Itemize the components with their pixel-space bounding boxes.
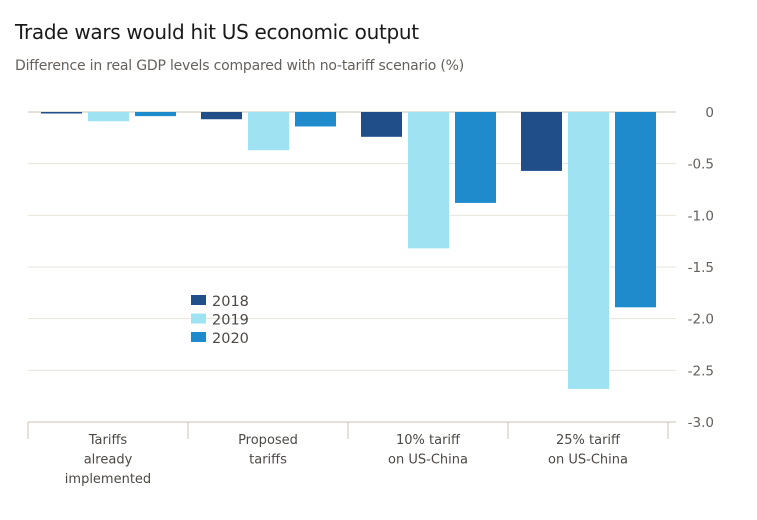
bar-2019 <box>88 112 129 122</box>
legend-swatch-2019 <box>191 313 206 324</box>
y-tick-label: -0.5 <box>688 157 714 173</box>
legend-label: 2020 <box>212 331 249 347</box>
legend: 2018 2019 2020 <box>191 294 249 347</box>
y-tick-label: -3.0 <box>688 415 714 431</box>
bar-2018 <box>201 112 242 120</box>
bar-2019 <box>568 112 609 389</box>
legend-label: 2018 <box>212 294 249 310</box>
x-category-label: 25% tariff on US-China <box>548 433 628 468</box>
x-category-label: Tariffs already implemented <box>65 433 151 487</box>
bars <box>41 112 656 389</box>
x-category-label: 10% tariff on US-China <box>388 433 468 468</box>
bar-2019 <box>248 112 289 151</box>
bar-2020 <box>615 112 656 308</box>
bar-2018 <box>521 112 562 171</box>
y-axis: 0 -0.5 -1.0 -1.5 -2.0 -2.5 -3.0 <box>688 105 714 431</box>
y-tick-label: -2.0 <box>688 312 714 328</box>
bar-2020 <box>135 112 176 117</box>
chart-title: Trade wars would hit US economic output <box>15 20 419 44</box>
bar-2019 <box>408 112 449 249</box>
y-tick-label: 0 <box>705 105 714 121</box>
x-axis: Tariffs already implemented Proposed tariffs… <box>27 422 669 487</box>
chart-subtitle: Difference in real GDP levels compared w… <box>15 58 465 74</box>
y-tick-label: -1.0 <box>688 208 714 224</box>
y-tick-label: -2.5 <box>688 363 714 379</box>
bar-2020 <box>455 112 496 203</box>
bar-2018 <box>41 112 82 114</box>
bar-2020 <box>295 112 336 127</box>
bar-2018 <box>361 112 402 137</box>
y-tick-label: -1.5 <box>688 260 714 276</box>
legend-swatch-2020 <box>191 332 206 342</box>
legend-label: 2019 <box>212 313 249 329</box>
legend-swatch-2018 <box>191 295 206 305</box>
x-category-label: Proposed tariffs <box>238 433 298 468</box>
